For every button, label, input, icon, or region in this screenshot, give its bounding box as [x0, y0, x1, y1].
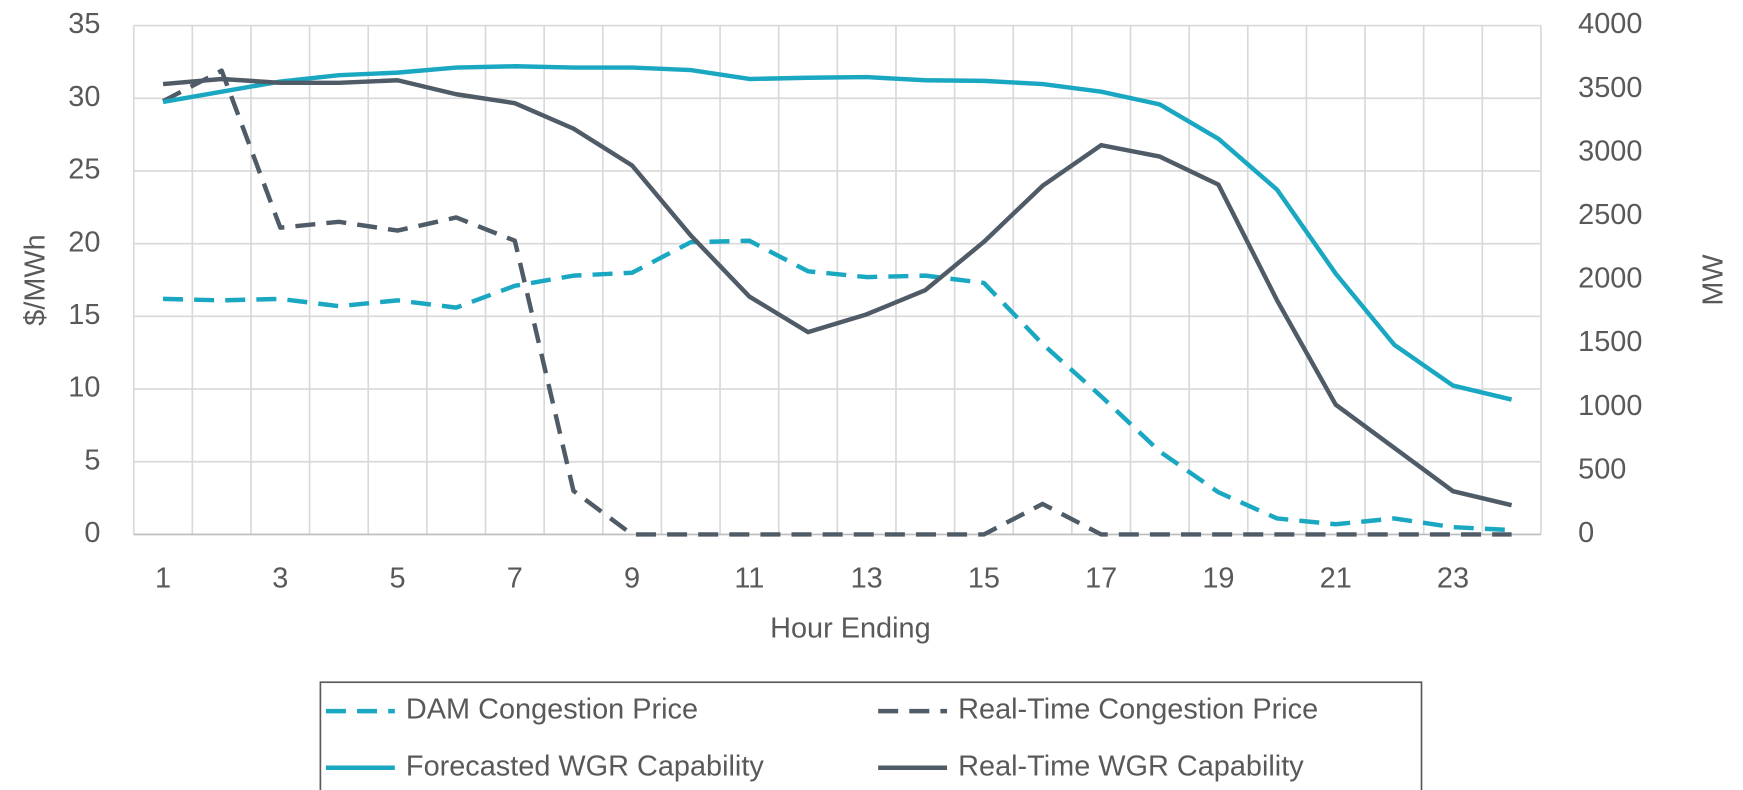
x-tick-label: 7 — [507, 563, 523, 595]
x-tick-label: 19 — [1202, 563, 1234, 595]
legend-box — [319, 681, 1423, 790]
legend-label: Real-Time WGR Capability — [958, 750, 1304, 782]
y-axis-title: $/MWh — [20, 234, 52, 325]
series-line — [162, 238, 1512, 533]
legend-label: DAM Congestion Price — [406, 694, 698, 726]
series-line — [162, 68, 1512, 537]
legend-label: Real-Time Congestion Price — [958, 694, 1318, 726]
x-tick-label: 15 — [968, 563, 1000, 595]
y2-axis-title: MW — [1697, 254, 1729, 306]
y2-tick-label: 1000 — [1578, 390, 1642, 422]
y2-tick-label: 500 — [1578, 453, 1626, 485]
y2-tick-label: 1500 — [1578, 326, 1642, 358]
y-tick-label: 0 — [84, 517, 100, 549]
y-tick-label: 20 — [68, 226, 100, 258]
series-line — [162, 64, 1513, 402]
y-tick-label: 25 — [68, 154, 100, 186]
x-tick-label: 13 — [851, 563, 883, 595]
y-tick-label: 10 — [68, 372, 100, 404]
series-line — [162, 76, 1513, 508]
y2-tick-label: 3500 — [1578, 72, 1642, 104]
x-tick-label: 21 — [1320, 563, 1352, 595]
y2-tick-label: 4000 — [1578, 8, 1642, 40]
x-axis-title: Hour Ending — [770, 613, 931, 645]
x-tick-label: 11 — [734, 563, 764, 595]
x-tick-label: 9 — [624, 563, 640, 595]
y2-tick-label: 2000 — [1578, 263, 1642, 295]
y-tick-label: 30 — [68, 81, 100, 113]
y2-tick-label: 3000 — [1578, 135, 1642, 167]
y-tick-label: 35 — [68, 8, 100, 40]
y-tick-label: 15 — [68, 299, 100, 331]
x-tick-label: 23 — [1437, 563, 1469, 595]
y2-tick-label: 0 — [1578, 517, 1594, 549]
x-tick-label: 1 — [155, 563, 171, 595]
x-tick-label: 5 — [390, 563, 406, 595]
y-tick-label: 5 — [84, 444, 100, 476]
y2-tick-label: 2500 — [1578, 199, 1642, 231]
legend-label: Forecasted WGR Capability — [406, 750, 764, 782]
x-tick-label: 17 — [1085, 563, 1117, 595]
x-tick-label: 3 — [272, 563, 288, 595]
